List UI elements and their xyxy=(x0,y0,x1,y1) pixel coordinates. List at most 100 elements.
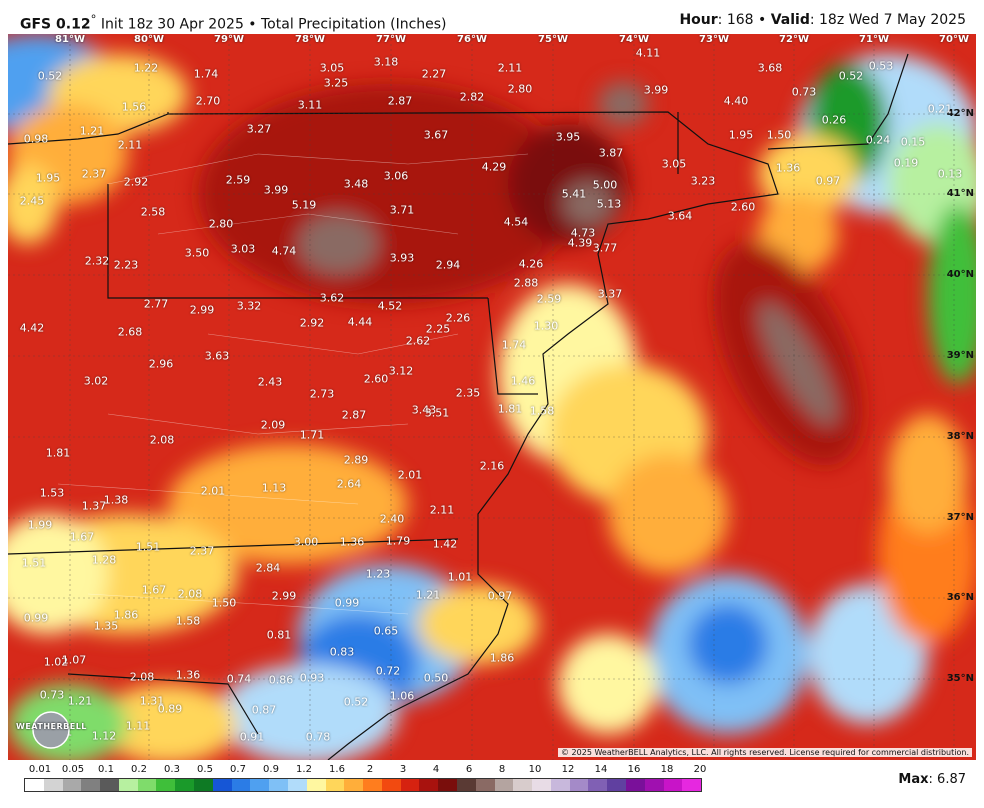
legend-swatch xyxy=(231,779,251,791)
legend-swatch xyxy=(494,779,514,791)
valid-value: : 18z Wed 7 May 2025 xyxy=(809,12,966,28)
legend-swatch xyxy=(250,779,270,791)
map-canvas xyxy=(8,34,976,760)
legend-swatch xyxy=(306,779,326,791)
precip-value: 2.11 xyxy=(117,138,143,152)
longitude-label: 72°W xyxy=(779,34,809,45)
legend-tick-label: 0.9 xyxy=(263,764,279,775)
precip-value: 0.24 xyxy=(865,133,891,147)
precip-value: 1.67 xyxy=(141,583,167,597)
precip-value: 0.73 xyxy=(791,85,817,99)
precip-value: 2.01 xyxy=(200,484,226,498)
legend-tick-label: 0.5 xyxy=(197,764,213,775)
hour-value: : 168 • xyxy=(717,12,771,28)
precip-value: 0.52 xyxy=(838,69,864,83)
legend-tick-label: 0.7 xyxy=(230,764,246,775)
latitude-label: 40°N xyxy=(946,269,974,280)
legend-swatch xyxy=(194,779,213,791)
precip-value: 0.81 xyxy=(266,628,292,642)
precip-value: 3.99 xyxy=(263,183,289,197)
precip-value: 1.74 xyxy=(501,338,527,352)
legend-swatch xyxy=(325,779,345,791)
precip-value: 3.51 xyxy=(424,406,450,420)
legend-swatch xyxy=(400,779,420,791)
precip-value: 2.43 xyxy=(257,375,283,389)
precip-value: 5.00 xyxy=(592,178,618,192)
precip-value: 2.60 xyxy=(730,200,756,214)
precip-value: 3.62 xyxy=(319,291,345,305)
legend-swatch xyxy=(626,779,645,791)
precip-value: 1.81 xyxy=(45,446,71,460)
precip-value: 3.87 xyxy=(598,146,624,160)
legend-color-bar xyxy=(24,778,702,792)
max-number: : 6.87 xyxy=(928,772,966,787)
precip-value: 1.23 xyxy=(365,567,391,581)
latitude-label: 35°N xyxy=(946,673,974,684)
precip-value: 1.30 xyxy=(533,319,559,333)
precip-value: 3.68 xyxy=(757,61,783,75)
precip-value: 0.99 xyxy=(23,611,49,625)
precip-value: 2.80 xyxy=(208,217,234,231)
precip-value: 1.95 xyxy=(728,128,754,142)
weatherbell-logo: WEATHERBELL xyxy=(16,710,86,750)
valid-time: Hour: 168 • Valid: 18z Wed 7 May 2025 xyxy=(679,12,966,28)
precip-value: 2.73 xyxy=(309,387,335,401)
longitude-label: 79°W xyxy=(214,34,244,45)
legend-tick-label: 8 xyxy=(498,764,506,775)
precip-value: 3.37 xyxy=(597,287,623,301)
legend-swatch xyxy=(269,779,288,791)
precip-value: 1.37 xyxy=(81,499,107,513)
latitude-label: 41°N xyxy=(946,188,974,199)
legend-swatch xyxy=(118,779,138,791)
precip-value: 3.00 xyxy=(293,535,319,549)
precip-value: 2.11 xyxy=(497,61,523,75)
precip-value: 1.07 xyxy=(61,653,87,667)
legend-swatch xyxy=(607,779,626,791)
precip-value: 1.13 xyxy=(261,481,287,495)
precip-value: 1.06 xyxy=(389,689,415,703)
precip-value: 0.98 xyxy=(23,132,49,146)
precip-value: 3.48 xyxy=(343,177,369,191)
precip-value: 1.86 xyxy=(113,608,139,622)
precip-value: 2.37 xyxy=(81,167,107,181)
precip-value: 0.13 xyxy=(937,167,963,181)
legend-swatch xyxy=(363,779,382,791)
precip-value: 1.21 xyxy=(415,588,441,602)
precip-value: 2.82 xyxy=(459,90,485,104)
precip-value: 0.74 xyxy=(226,672,252,686)
precip-value: 0.15 xyxy=(900,135,926,149)
latitude-label: 42°N xyxy=(946,108,974,119)
legend-tick-label: 3 xyxy=(399,764,407,775)
precip-value: 1.81 xyxy=(497,402,523,416)
precip-value: 3.43 xyxy=(411,403,437,417)
precip-value: 1.42 xyxy=(432,537,458,551)
precip-value: 4.26 xyxy=(518,257,544,271)
precip-value: 1.31 xyxy=(139,694,165,708)
precip-value: 2.59 xyxy=(536,292,562,306)
precipitation-map: 81°W 80°W 79°W 78°W 77°W 76°W 75°W 74°W 73°W 72°W… xyxy=(8,34,976,760)
legend-tick-label: 0.2 xyxy=(131,764,147,775)
valid-label: Valid xyxy=(770,12,810,28)
longitude-label: 71°W xyxy=(859,34,889,45)
legend-tick-label: 1.6 xyxy=(329,764,345,775)
precip-value: 2.37 xyxy=(189,544,215,558)
precip-value: 2.77 xyxy=(143,297,169,311)
legend-tick-label: 2 xyxy=(366,764,374,775)
precip-value: 0.99 xyxy=(334,596,360,610)
legend-swatch xyxy=(550,779,570,791)
longitude-label: 76°W xyxy=(457,34,487,45)
precip-value: 1.79 xyxy=(385,534,411,548)
precip-value: 1.58 xyxy=(529,404,555,418)
precip-value: 2.80 xyxy=(507,82,533,96)
legend-tick-label: 10 xyxy=(528,764,542,775)
precip-value: 1.36 xyxy=(175,668,201,682)
precip-value: 2.68 xyxy=(117,325,143,339)
precip-value: 1.51 xyxy=(135,540,161,554)
precip-value: 3.99 xyxy=(643,83,669,97)
precip-value: 0.50 xyxy=(423,671,449,685)
precip-value: 1.12 xyxy=(91,729,117,743)
precip-value: 2.40 xyxy=(379,512,405,526)
precip-value: 0.97 xyxy=(487,589,513,603)
legend-swatch xyxy=(344,779,364,791)
hour-label: Hour xyxy=(679,12,718,28)
